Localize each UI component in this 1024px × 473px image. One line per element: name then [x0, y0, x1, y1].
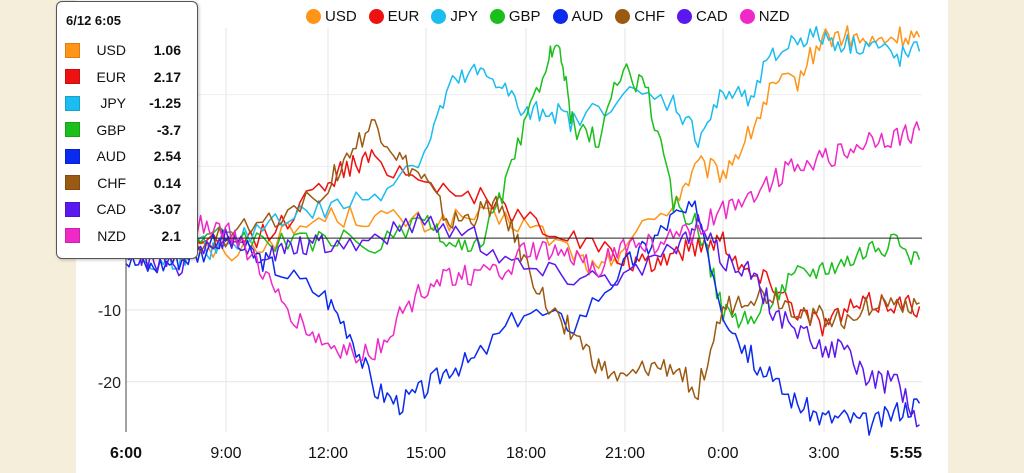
- tooltip-series-name: EUR: [96, 68, 126, 85]
- x-tick-label: 12:00: [308, 445, 348, 462]
- legend-dot-icon: [306, 8, 321, 24]
- legend-label: NZD: [758, 7, 790, 25]
- tooltip-series-name: JPY: [100, 95, 126, 111]
- tooltip-series-value: 1.06: [153, 42, 181, 58]
- chart-legend: USD EUR JPY GBP AUD CHF CAD NZD: [306, 4, 790, 28]
- tooltip-row-cad: CAD -3.07: [65, 197, 189, 221]
- tooltip-series-value: -1.25: [149, 95, 181, 111]
- legend-dot-icon: [739, 8, 755, 24]
- x-tick-label: 18:00: [506, 445, 546, 462]
- tooltip-row-jpy: JPY -1.25: [65, 91, 189, 115]
- legend-label: EUR: [387, 7, 420, 25]
- legend-item-chf[interactable]: CHF: [615, 8, 665, 25]
- tooltip-series-value: -3.07: [149, 201, 181, 217]
- series-line-nzd: [125, 121, 921, 364]
- x-tick-label: 9:00: [210, 445, 241, 462]
- y-tick-label: -10: [98, 303, 121, 320]
- x-tick-label: 0:00: [707, 445, 738, 462]
- tooltip-title: 6/12 6:05: [66, 13, 121, 28]
- tooltip-row-nzd: NZD 2.1: [65, 224, 189, 248]
- chart-tooltip: 6/12 6:05 USD 1.06 EUR 2.17 JPY -1.25 GBP -3.7 A…: [56, 1, 198, 259]
- legend-dot-icon: [368, 8, 384, 24]
- legend-label: JPY: [450, 7, 478, 25]
- legend-item-nzd[interactable]: NZD: [739, 7, 790, 25]
- x-tick-label: 3:00: [808, 445, 839, 462]
- legend-dot-icon: [431, 8, 447, 24]
- tooltip-series-name: AUD: [96, 148, 126, 164]
- tooltip-swatch-icon: [65, 122, 80, 137]
- tooltip-row-eur: EUR 2.17: [65, 65, 189, 89]
- series-line-eur: [125, 149, 921, 337]
- legend-item-gbp[interactable]: GBP: [489, 7, 541, 25]
- legend-label: GBP: [508, 7, 541, 25]
- tooltip-series-name: USD: [96, 42, 126, 58]
- series-line-aud: [125, 200, 921, 436]
- tooltip-swatch-icon: [65, 175, 80, 190]
- series-line-gbp: [125, 44, 921, 329]
- tooltip-series-name: GBP: [96, 121, 126, 138]
- tooltip-series-value: 2.1: [161, 227, 181, 244]
- y-tick-label: -20: [98, 375, 121, 392]
- chart-axes: 6:00 9:00 12:00 15:00 18:00 21:00 0:00 3:00 5:55…: [98, 237, 922, 462]
- legend-label: CAD: [696, 7, 728, 25]
- tooltip-swatch-icon: [65, 42, 80, 58]
- tooltip-row-aud: AUD 2.54: [65, 144, 189, 168]
- tooltip-series-value: 2.17: [153, 68, 181, 85]
- x-tick-label: 5:55: [890, 445, 922, 462]
- tooltip-swatch-icon: [65, 69, 80, 84]
- series-line-cad: [125, 212, 920, 428]
- x-tick-label: 21:00: [605, 445, 645, 462]
- legend-dot-icon: [489, 8, 505, 24]
- legend-dot-icon: [615, 8, 631, 24]
- series-line-usd: [125, 25, 921, 276]
- tooltip-swatch-icon: [65, 95, 80, 111]
- tooltip-swatch-icon: [65, 228, 80, 243]
- legend-dot-icon: [552, 8, 568, 24]
- legend-dot-icon: [677, 8, 693, 24]
- legend-label: CHF: [634, 7, 666, 25]
- legend-item-usd[interactable]: USD: [306, 8, 357, 25]
- tooltip-series-value: 0.14: [153, 174, 181, 191]
- legend-item-aud[interactable]: AUD: [552, 7, 604, 25]
- tooltip-series-value: -3.7: [156, 121, 181, 138]
- x-tick-label: 15:00: [406, 445, 446, 462]
- series-line-chf: [125, 118, 920, 401]
- tooltip-row-chf: CHF 0.14: [65, 171, 189, 195]
- legend-item-cad[interactable]: CAD: [677, 8, 728, 25]
- x-tick-label: 6:00: [110, 445, 142, 462]
- legend-item-eur[interactable]: EUR: [368, 7, 420, 25]
- tooltip-swatch-icon: [65, 201, 80, 217]
- chart-lines: [125, 25, 921, 436]
- tooltip-swatch-icon: [65, 148, 80, 164]
- legend-item-jpy[interactable]: JPY: [431, 8, 478, 25]
- tooltip-row-gbp: GBP -3.7: [65, 118, 189, 142]
- legend-label: USD: [325, 7, 357, 25]
- tooltip-series-value: 2.54: [153, 148, 181, 164]
- legend-label: AUD: [571, 7, 604, 25]
- tooltip-series-name: CHF: [97, 174, 126, 191]
- chart-grid: [126, 28, 922, 432]
- tooltip-series-name: NZD: [97, 227, 126, 244]
- tooltip-series-name: CAD: [96, 201, 126, 217]
- tooltip-row-usd: USD 1.06: [65, 38, 189, 62]
